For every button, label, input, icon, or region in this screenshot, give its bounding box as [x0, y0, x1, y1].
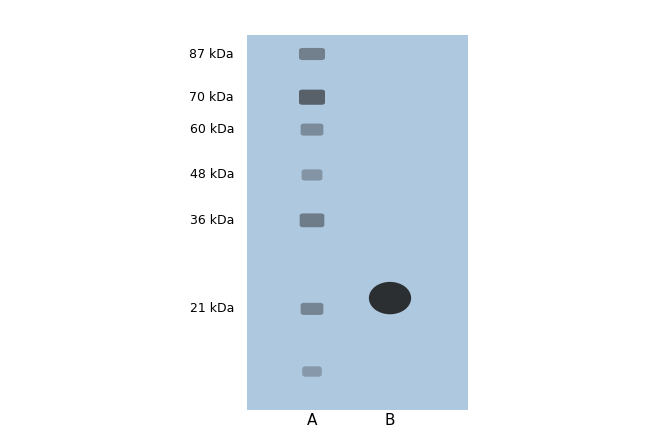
FancyBboxPatch shape: [299, 90, 325, 105]
Text: 48 kDa: 48 kDa: [190, 168, 234, 181]
Text: 87 kDa: 87 kDa: [189, 48, 234, 60]
FancyBboxPatch shape: [302, 169, 322, 181]
Text: B: B: [385, 413, 395, 428]
FancyBboxPatch shape: [300, 124, 323, 136]
Ellipse shape: [369, 282, 411, 314]
FancyBboxPatch shape: [299, 48, 325, 60]
Text: 60 kDa: 60 kDa: [190, 123, 234, 136]
Text: 21 kDa: 21 kDa: [190, 302, 234, 315]
FancyBboxPatch shape: [247, 35, 468, 410]
Text: 36 kDa: 36 kDa: [190, 214, 234, 227]
FancyBboxPatch shape: [300, 213, 324, 227]
Text: A: A: [307, 413, 317, 428]
FancyBboxPatch shape: [300, 303, 323, 315]
Text: 70 kDa: 70 kDa: [189, 91, 234, 104]
FancyBboxPatch shape: [302, 366, 322, 377]
